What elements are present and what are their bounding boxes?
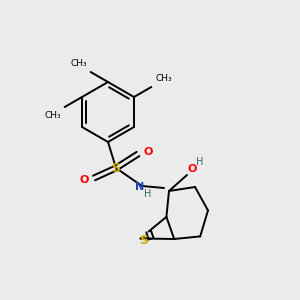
Text: CH₃: CH₃ <box>44 111 61 120</box>
Text: H: H <box>144 189 152 199</box>
Text: CH₃: CH₃ <box>155 74 172 83</box>
Text: O: O <box>143 147 152 157</box>
Text: H: H <box>196 157 203 167</box>
Text: CH₃: CH₃ <box>70 59 87 68</box>
Text: S: S <box>139 234 148 247</box>
Text: S: S <box>112 161 121 175</box>
Text: O: O <box>80 175 89 185</box>
Text: N: N <box>135 182 145 192</box>
Text: O: O <box>188 164 197 174</box>
